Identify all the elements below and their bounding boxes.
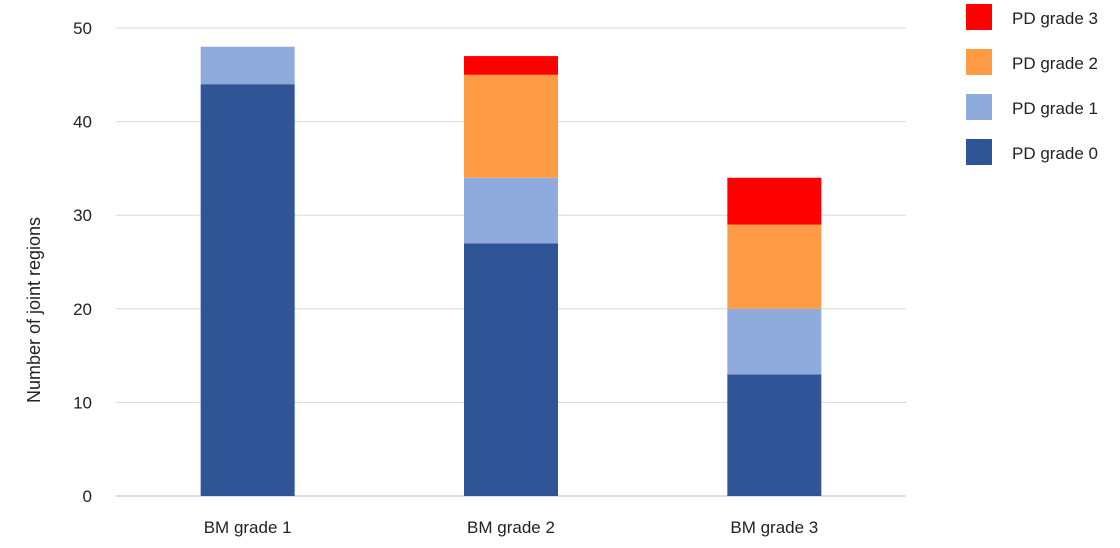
axes: 0 10 20 30 40 50 BM grade 1 BM grade 2 BM grade …: [73, 19, 818, 537]
y-tick-label: 40: [73, 113, 92, 132]
y-axis-label: Number of joint regions: [24, 217, 44, 403]
legend-swatch: [966, 4, 992, 30]
legend-swatch: [966, 94, 992, 120]
bars: [200, 46, 822, 496]
bar-segment-pd-grade-3: [464, 56, 558, 75]
y-tick-label: 20: [73, 300, 92, 319]
y-tick-label: 50: [73, 19, 92, 38]
bar-segment-pd-grade-0: [200, 84, 295, 496]
y-tick-label: 10: [73, 393, 92, 412]
bar-segment-pd-grade-1: [464, 177, 558, 244]
bar-segment-pd-grade-0: [464, 243, 558, 496]
bar-segment-pd-grade-2: [727, 224, 822, 309]
legend: PD grade 3 PD grade 2 PD grade 1 PD grade 0: [966, 4, 1098, 165]
bar-segment-pd-grade-1: [200, 46, 295, 85]
bar-segment-pd-grade-3: [727, 177, 822, 225]
bar-segment-pd-grade-2: [464, 74, 558, 178]
legend-label: PD grade 1: [1012, 99, 1098, 118]
legend-label: PD grade 0: [1012, 144, 1098, 163]
x-tick-label: BM grade 3: [730, 518, 818, 537]
bar-segment-pd-grade-1: [727, 308, 822, 375]
legend-label: PD grade 2: [1012, 54, 1098, 73]
y-tick-label: 0: [83, 487, 92, 506]
bar-segment-pd-grade-0: [727, 374, 822, 496]
x-tick-label: BM grade 2: [467, 518, 555, 537]
legend-swatch: [966, 139, 992, 165]
legend-swatch: [966, 49, 992, 75]
x-tick-label: BM grade 1: [204, 518, 292, 537]
y-tick-label: 30: [73, 206, 92, 225]
legend-label: PD grade 3: [1012, 9, 1098, 28]
